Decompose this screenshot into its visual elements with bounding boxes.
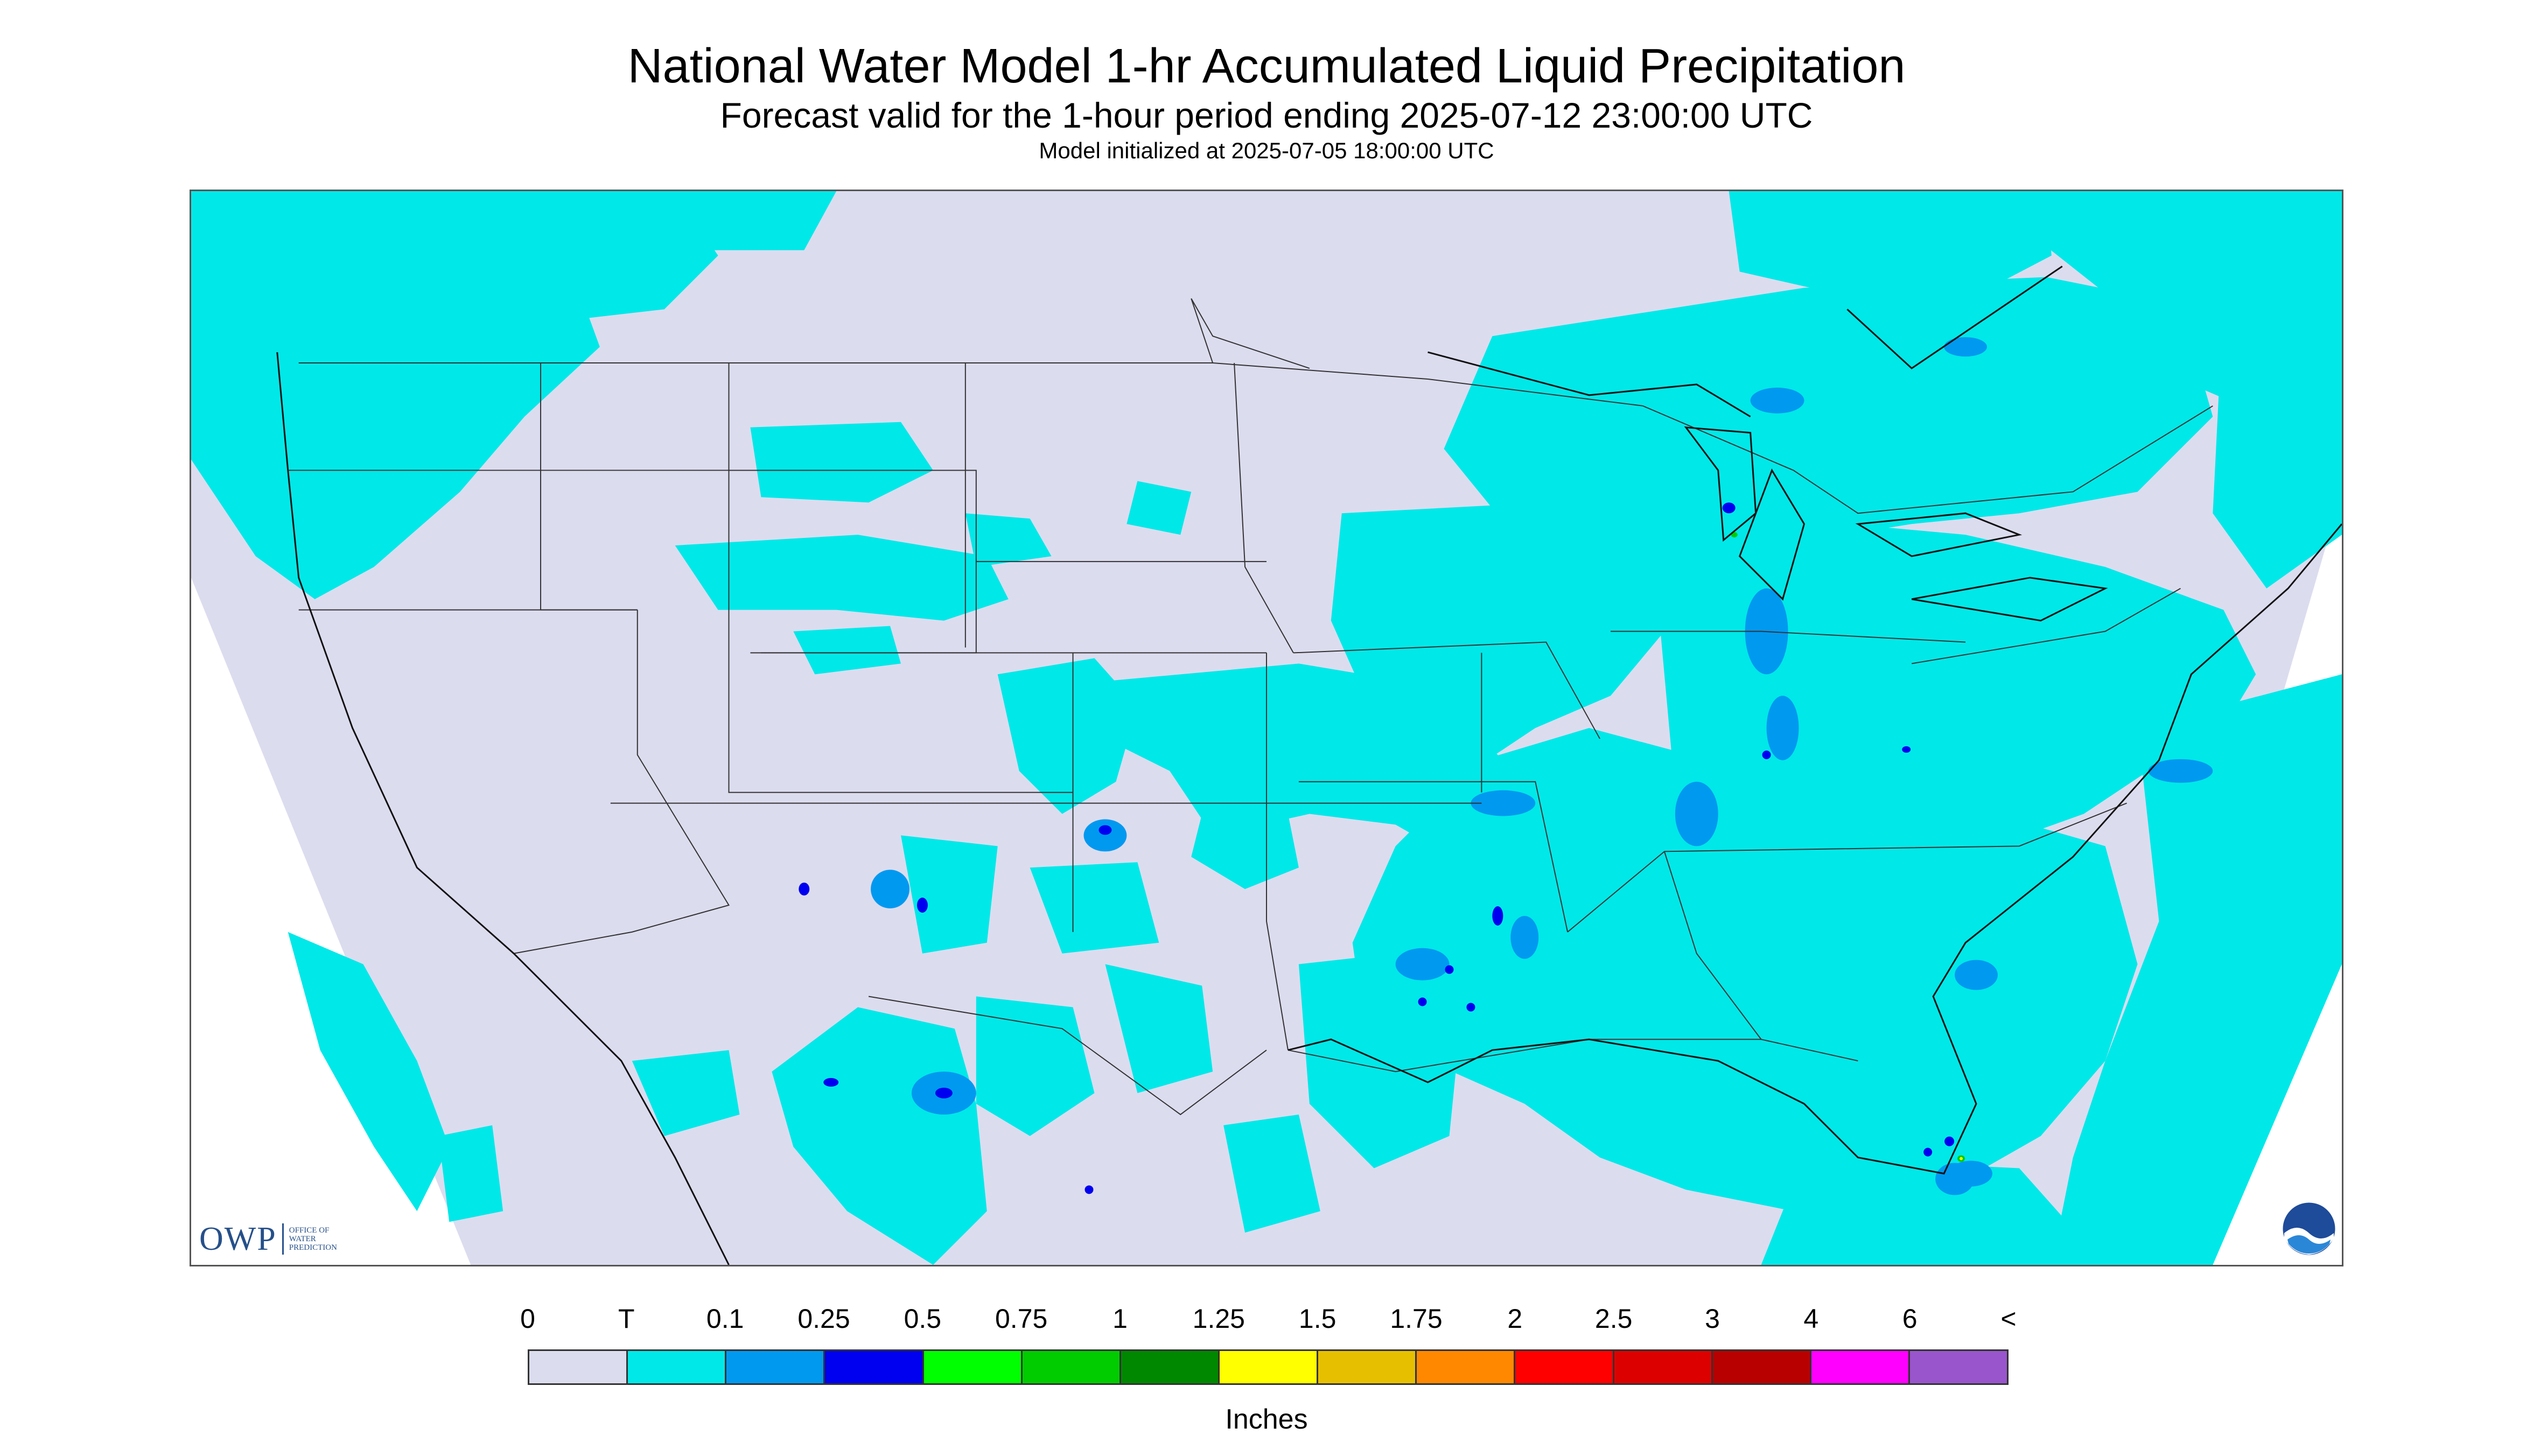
legend-swatch [726, 1351, 825, 1383]
legend-label: 0.75 [995, 1304, 1048, 1334]
legend-swatch [1318, 1351, 1417, 1383]
legend-label: 1.5 [1298, 1304, 1337, 1334]
legend-label: 4 [1803, 1304, 1819, 1334]
owp-logo-divider [282, 1223, 284, 1255]
owp-logo-letters: OWP [199, 1220, 277, 1257]
legend-label: 2.5 [1594, 1304, 1633, 1334]
legend-units: Inches [1225, 1404, 1308, 1435]
political-borders [288, 298, 2213, 1116]
coastlines [276, 265, 2342, 1265]
owp-logo: OWP OFFICE OF WATER PREDICTION [199, 1220, 359, 1258]
chart-title: National Water Model 1-hr Accumulated Li… [627, 39, 1906, 93]
legend-label: 1.75 [1390, 1304, 1443, 1334]
legend-swatch [1417, 1351, 1516, 1383]
map-canvas [191, 191, 2342, 1265]
legend-label: 3 [1705, 1304, 1720, 1334]
legend-label: 1 [1112, 1304, 1128, 1334]
precipitation-map[interactable] [190, 190, 2343, 1266]
legend-swatch [1614, 1351, 1713, 1383]
chart-subtitle: Forecast valid for the 1-hour period end… [720, 95, 1813, 135]
legend-label: 0.1 [706, 1304, 744, 1334]
legend-colorbar [528, 1349, 2009, 1385]
owp-logo-line3: PREDICTION [289, 1243, 337, 1252]
model-init-text: Model initialized at 2025-07-05 18:00:00… [1039, 138, 1494, 163]
legend-label: 1.25 [1192, 1304, 1245, 1334]
legend-swatch [1219, 1351, 1319, 1383]
legend-swatch [1022, 1351, 1121, 1383]
legend-swatch [1121, 1351, 1220, 1383]
owp-logo-line2: WATER [289, 1235, 316, 1243]
owp-logo-subtext: OFFICE OF WATER PREDICTION [289, 1226, 359, 1252]
legend-swatch [825, 1351, 924, 1383]
legend-label: 6 [1902, 1304, 1918, 1334]
owp-logo-line1: OFFICE OF [289, 1226, 330, 1235]
legend-swatch [1712, 1351, 1811, 1383]
legend-swatch [628, 1351, 727, 1383]
legend-swatch [923, 1351, 1023, 1383]
legend-label: 0.25 [797, 1304, 850, 1334]
legend-label: 0.5 [904, 1304, 942, 1334]
noaa-logo [2281, 1201, 2337, 1257]
legend-label: 0 [520, 1304, 535, 1334]
legend-labels: 0 T 0.1 0.25 0.5 0.75 1 1.25 1.5 1.75 2 2.5 3 4 6 < [0, 1303, 2533, 1341]
legend-swatch [529, 1351, 628, 1383]
legend-swatch [1909, 1351, 2007, 1383]
moderate-precip-cells [799, 502, 1955, 1194]
trace-precip-areas [191, 191, 2342, 1265]
legend-label: T [618, 1304, 635, 1334]
legend-label: 2 [1507, 1304, 1523, 1334]
legend-swatch [1515, 1351, 1614, 1383]
legend-swatch [1811, 1351, 1910, 1383]
legend-label: < [2000, 1304, 2017, 1334]
